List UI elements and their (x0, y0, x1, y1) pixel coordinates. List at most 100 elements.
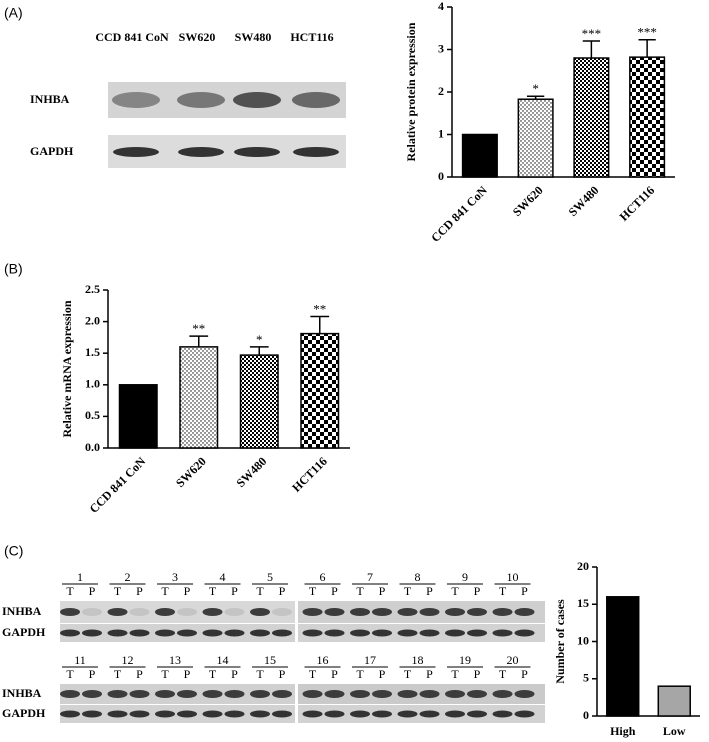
y-tick-label: 2 (438, 84, 444, 98)
blot-band (397, 710, 418, 718)
blot-band (467, 690, 487, 698)
row-label: GAPDH (2, 706, 46, 720)
blot-band (129, 629, 150, 637)
blot-band (350, 608, 370, 616)
lane-label: T (499, 584, 507, 598)
blot-band (60, 608, 80, 616)
blot-band (129, 608, 150, 616)
blot-band (324, 690, 345, 698)
lane-label: P (136, 667, 143, 681)
lane-label: SW620 (179, 30, 216, 44)
lane-label: P (474, 584, 481, 598)
blot-band (129, 690, 150, 698)
blot-band (492, 690, 513, 698)
x-tick-label: SW620 (510, 183, 546, 219)
blot-band (445, 710, 465, 718)
blot-band (372, 710, 392, 718)
sample-label: 4 (220, 570, 226, 584)
blot-band (82, 629, 102, 637)
bar (517, 98, 554, 178)
blot-band (178, 147, 224, 157)
y-tick-label: 2.5 (85, 282, 100, 296)
x-tick-label: High (610, 724, 636, 738)
blot-band (302, 710, 323, 718)
blot-band (177, 629, 197, 637)
blot-band (107, 608, 128, 616)
lane-label: T (356, 667, 364, 681)
blot-band (60, 629, 80, 637)
row-label: INHBA (2, 604, 42, 618)
blot-band (224, 690, 245, 698)
bar (239, 354, 279, 449)
blot-band (350, 690, 370, 698)
lane-label: T (404, 667, 412, 681)
y-tick-label: 3 (438, 41, 444, 55)
panel-label: (A) (4, 5, 23, 21)
lane-label: T (161, 667, 169, 681)
panel-label: (B) (4, 261, 23, 277)
blot-band (82, 710, 102, 718)
sample-label: 10 (507, 570, 519, 584)
lane-label: P (231, 584, 238, 598)
sample-label: 15 (264, 653, 276, 667)
blot-band (250, 608, 270, 616)
blot-band (514, 710, 535, 718)
y-tick-label: 15 (577, 596, 589, 610)
blot-band (272, 608, 292, 616)
blot-band (202, 629, 223, 637)
blot-band (492, 629, 513, 637)
blot-band (302, 629, 323, 637)
sample-label: 8 (415, 570, 421, 584)
lane-label: P (136, 584, 143, 598)
blot-band (302, 690, 323, 698)
lane-label: P (279, 667, 286, 681)
y-axis-label: Number of cases (553, 599, 567, 684)
blot-band (155, 710, 175, 718)
blot-band (467, 710, 487, 718)
y-axis-label: Relative mRNA expression (60, 300, 74, 437)
bar (118, 384, 158, 449)
lane-label: T (209, 584, 217, 598)
lane-label: HCT116 (290, 30, 333, 44)
lane-label: T (404, 584, 412, 598)
sample-label: 18 (412, 653, 424, 667)
blot-band (107, 710, 128, 718)
lane-label: T (309, 584, 317, 598)
lane-label: SW480 (235, 30, 272, 44)
lane-label: T (66, 667, 74, 681)
lane-label: P (331, 584, 338, 598)
blot-band (177, 92, 225, 108)
x-tick-label: Low (663, 724, 686, 738)
blot-band (202, 608, 223, 616)
x-tick-label: SW480 (233, 454, 269, 490)
blot-band (272, 710, 292, 718)
y-axis-label: Relative protein expression (404, 22, 418, 161)
sample-label: 13 (169, 653, 181, 667)
x-tick-label: CCD 841 CoN (428, 183, 490, 245)
blot-band (467, 629, 487, 637)
row-label: INHBA (2, 686, 42, 700)
blot-band (82, 608, 102, 616)
lane-label: P (474, 667, 481, 681)
sample-label: 7 (367, 570, 373, 584)
sample-label: 2 (125, 570, 131, 584)
sample-label: 14 (217, 653, 229, 667)
significance-label: * (256, 332, 263, 347)
bar (300, 332, 340, 449)
blot-band (445, 629, 465, 637)
blot-band (107, 690, 128, 698)
blot-band (397, 629, 418, 637)
lane-label: T (451, 584, 459, 598)
lane-label: T (114, 584, 122, 598)
blot-band (112, 92, 160, 108)
blot-band (492, 608, 513, 616)
blot-band (224, 608, 245, 616)
blot-band (233, 92, 281, 108)
blot-band (293, 147, 339, 157)
x-tick-label: HCT116 (617, 183, 658, 224)
sample-label: 11 (74, 653, 86, 667)
lane-label: T (256, 584, 264, 598)
y-tick-label: 1.0 (85, 377, 100, 391)
lane-label: P (379, 667, 386, 681)
sample-label: 5 (267, 570, 273, 584)
